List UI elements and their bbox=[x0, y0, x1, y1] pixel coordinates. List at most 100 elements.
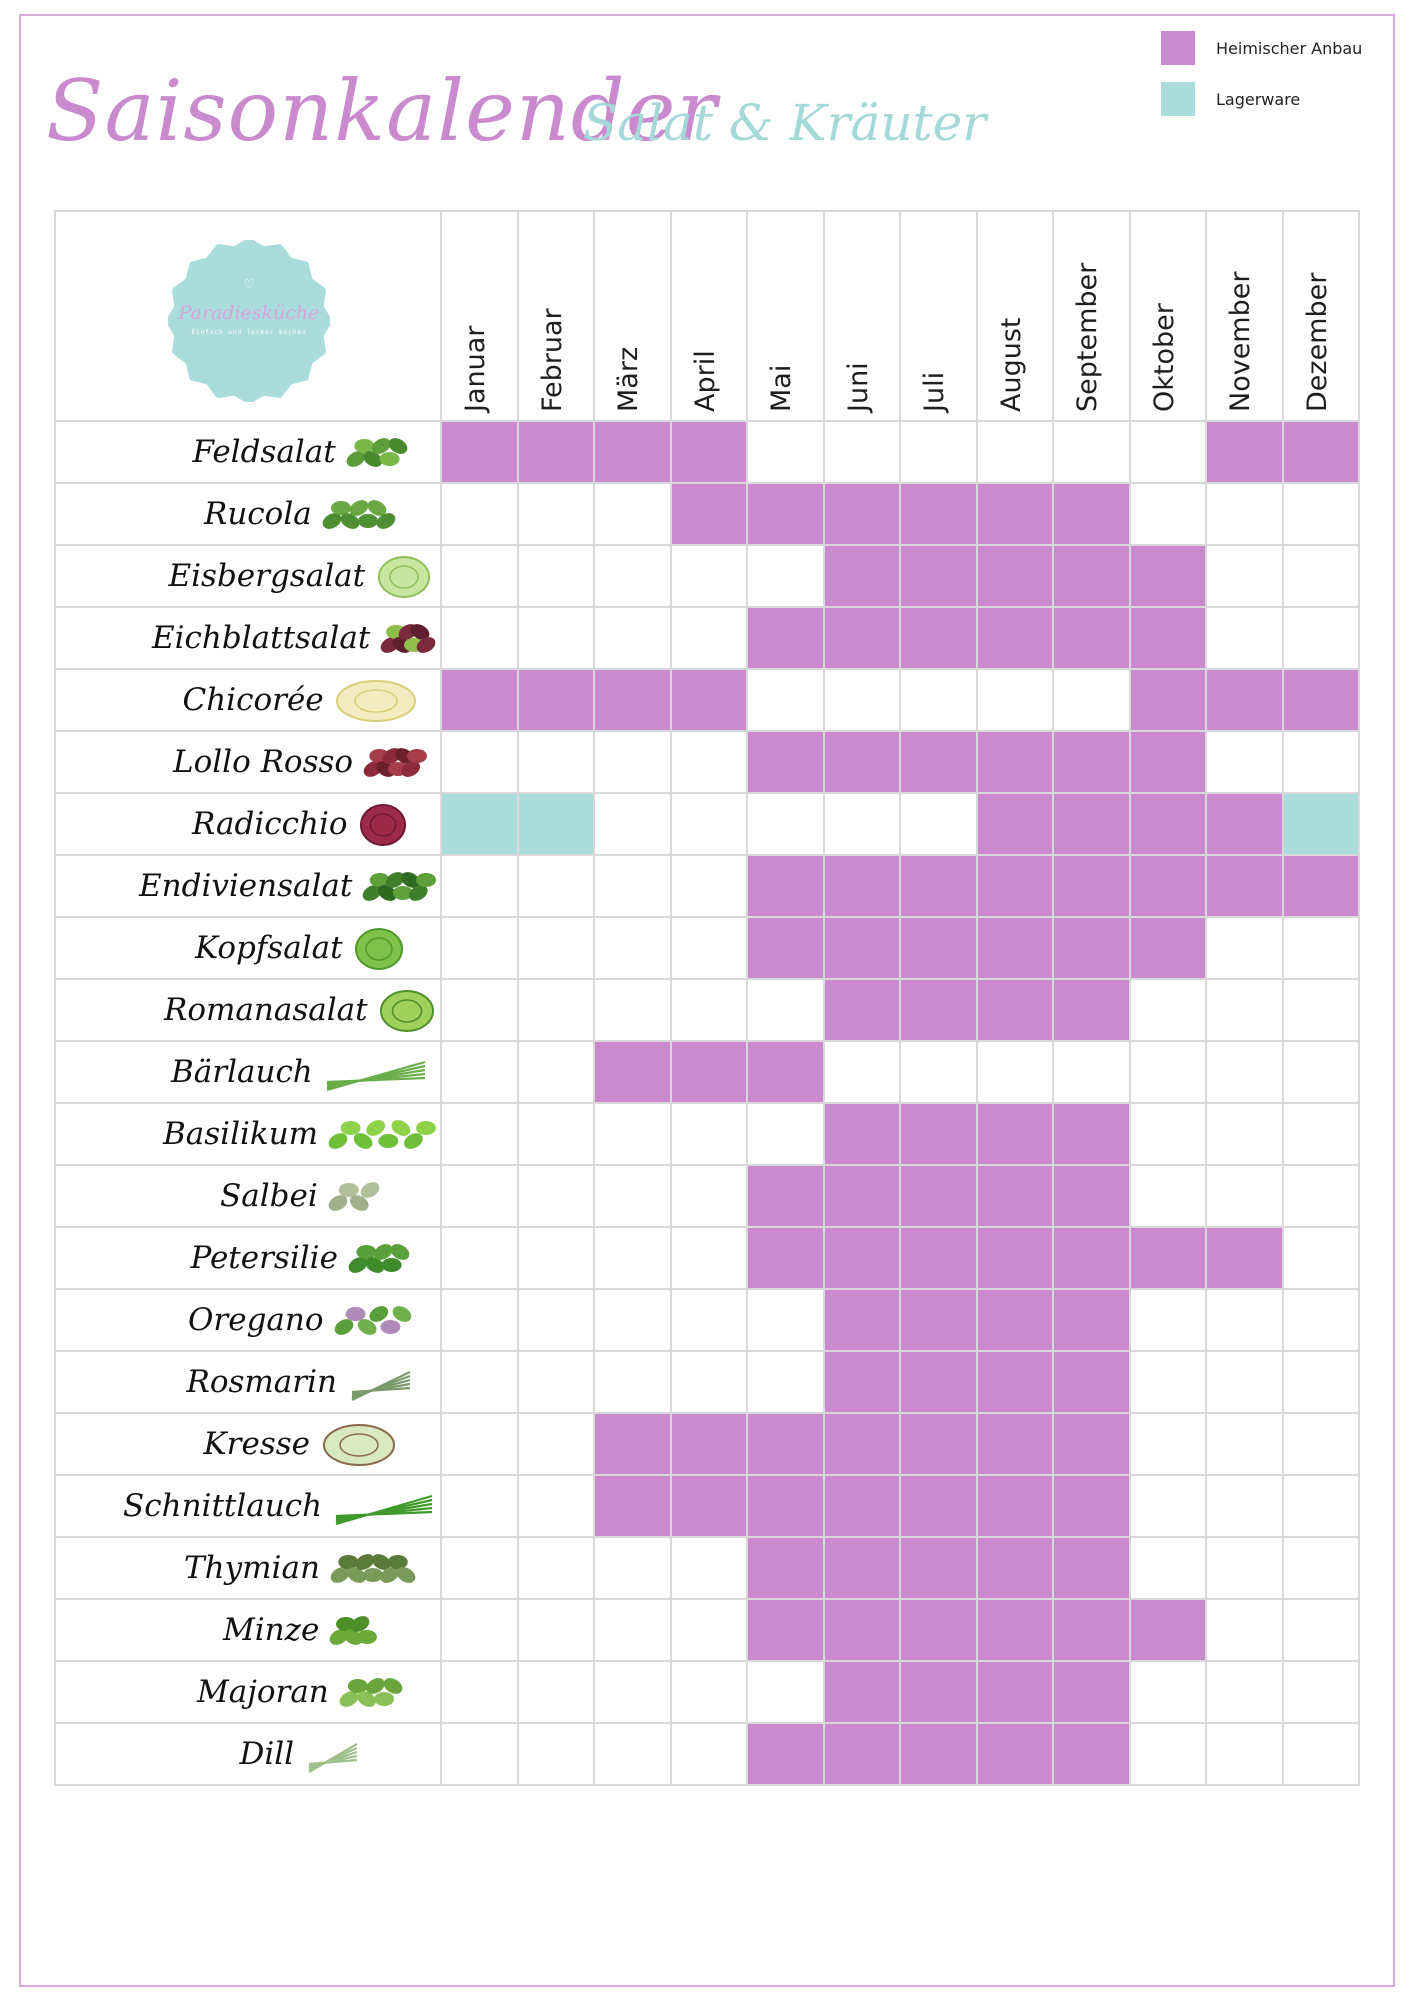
row-label-cell: Thymian bbox=[54, 1538, 442, 1600]
season-cell-empty bbox=[1207, 1166, 1284, 1228]
season-cell-empty bbox=[1283, 546, 1360, 608]
season-cell-empty bbox=[1207, 1104, 1284, 1166]
month-header: Juli bbox=[901, 210, 978, 422]
season-cell-heimisch bbox=[901, 1166, 978, 1228]
season-cell-empty bbox=[595, 1724, 672, 1786]
season-cell-heimisch bbox=[824, 980, 901, 1042]
season-cell-empty bbox=[1207, 1600, 1284, 1662]
season-cell-empty bbox=[1207, 1724, 1284, 1786]
season-cell-empty bbox=[1207, 608, 1284, 670]
month-label: November bbox=[1225, 271, 1257, 412]
season-cell-heimisch bbox=[1054, 1724, 1131, 1786]
season-cell-empty bbox=[442, 1104, 519, 1166]
vegetable-name: Eisbergsalat bbox=[168, 558, 366, 594]
season-cell-heimisch bbox=[1054, 1476, 1131, 1538]
season-cell-heimisch bbox=[977, 1476, 1054, 1538]
rucola-icon bbox=[322, 492, 396, 543]
season-cell-heimisch bbox=[748, 1228, 825, 1290]
season-cell-heimisch bbox=[1207, 422, 1284, 484]
season-cell-heimisch bbox=[824, 1662, 901, 1724]
season-cell-empty bbox=[518, 980, 595, 1042]
season-cell-empty bbox=[518, 546, 595, 608]
page-title: Saisonkalender bbox=[46, 62, 718, 160]
season-cell-heimisch bbox=[824, 732, 901, 794]
season-cell-empty bbox=[1283, 980, 1360, 1042]
season-cell-heimisch bbox=[671, 1042, 748, 1104]
vegetable-name: Lollo Rosso bbox=[173, 744, 354, 780]
month-header: März bbox=[595, 210, 672, 422]
season-cell-empty bbox=[824, 670, 901, 732]
month-header: Dezember bbox=[1283, 210, 1360, 422]
season-cell-empty bbox=[1130, 1414, 1207, 1476]
month-label: April bbox=[689, 350, 721, 412]
vegetable-name: Chicorée bbox=[182, 682, 324, 718]
season-cell-heimisch bbox=[748, 1476, 825, 1538]
month-header: Oktober bbox=[1130, 210, 1207, 422]
season-cell-empty bbox=[595, 608, 672, 670]
season-cell-empty bbox=[901, 1042, 978, 1104]
season-cell-empty bbox=[518, 1476, 595, 1538]
season-cell-empty bbox=[901, 422, 978, 484]
season-cell-empty bbox=[1207, 918, 1284, 980]
season-cell-heimisch bbox=[901, 980, 978, 1042]
season-cell-heimisch bbox=[1130, 732, 1207, 794]
season-cell-empty bbox=[595, 1166, 672, 1228]
page-subtitle: Salat & Kräuter bbox=[583, 94, 987, 152]
season-cell-empty bbox=[1207, 1662, 1284, 1724]
season-cell-empty bbox=[748, 670, 825, 732]
season-cell-heimisch bbox=[1283, 856, 1360, 918]
grid-top-border bbox=[54, 210, 1360, 212]
season-cell-empty bbox=[442, 546, 519, 608]
month-label: August bbox=[995, 317, 1027, 413]
eichblattsalat-icon bbox=[380, 616, 436, 667]
season-cell-lager bbox=[518, 794, 595, 856]
season-cell-empty bbox=[442, 608, 519, 670]
season-cell-empty bbox=[1130, 980, 1207, 1042]
season-cell-empty bbox=[1207, 1290, 1284, 1352]
season-cell-heimisch bbox=[977, 980, 1054, 1042]
season-cell-empty bbox=[442, 1724, 519, 1786]
season-cell-heimisch bbox=[671, 484, 748, 546]
season-cell-empty bbox=[518, 1538, 595, 1600]
vegetable-name: Kresse bbox=[203, 1426, 311, 1462]
season-cell-empty bbox=[1283, 1104, 1360, 1166]
season-cell-heimisch bbox=[442, 422, 519, 484]
season-cell-empty bbox=[748, 1290, 825, 1352]
season-cell-heimisch bbox=[977, 794, 1054, 856]
season-cell-empty bbox=[1283, 1352, 1360, 1414]
row-label-cell: Romanasalat bbox=[54, 980, 442, 1042]
season-cell-heimisch bbox=[824, 1228, 901, 1290]
row-label-cell: Radicchio bbox=[54, 794, 442, 856]
season-cell-empty bbox=[1283, 1476, 1360, 1538]
season-cell-empty bbox=[1283, 1724, 1360, 1786]
vegetable-name: Petersilie bbox=[190, 1240, 338, 1276]
logo-cell: ♡ Paradiesküche Einfach und lecker kochen bbox=[54, 210, 442, 422]
season-cell-heimisch bbox=[977, 484, 1054, 546]
season-cell-heimisch bbox=[977, 1600, 1054, 1662]
season-cell-heimisch bbox=[824, 1352, 901, 1414]
season-cell-heimisch bbox=[1207, 1228, 1284, 1290]
season-cell-heimisch bbox=[1207, 856, 1284, 918]
rosmarin-icon bbox=[348, 1360, 414, 1411]
feldsalat-icon bbox=[346, 430, 408, 481]
season-cell-heimisch bbox=[671, 670, 748, 732]
season-cell-empty bbox=[595, 1104, 672, 1166]
season-cell-heimisch bbox=[977, 856, 1054, 918]
season-cell-empty bbox=[442, 484, 519, 546]
season-cell-heimisch bbox=[1054, 1538, 1131, 1600]
season-cell-empty bbox=[1283, 1600, 1360, 1662]
season-cell-heimisch bbox=[977, 1104, 1054, 1166]
season-cell-empty bbox=[1130, 1352, 1207, 1414]
season-cell-empty bbox=[671, 1352, 748, 1414]
minze-icon bbox=[329, 1608, 377, 1659]
season-cell-empty bbox=[1130, 1166, 1207, 1228]
season-cell-heimisch bbox=[748, 484, 825, 546]
season-cell-empty bbox=[748, 1104, 825, 1166]
season-cell-heimisch bbox=[977, 1228, 1054, 1290]
season-cell-empty bbox=[518, 1662, 595, 1724]
kresse-icon bbox=[321, 1422, 397, 1473]
season-cell-empty bbox=[518, 1600, 595, 1662]
season-cell-heimisch bbox=[824, 1104, 901, 1166]
season-cell-heimisch bbox=[901, 608, 978, 670]
season-cell-empty bbox=[1130, 484, 1207, 546]
